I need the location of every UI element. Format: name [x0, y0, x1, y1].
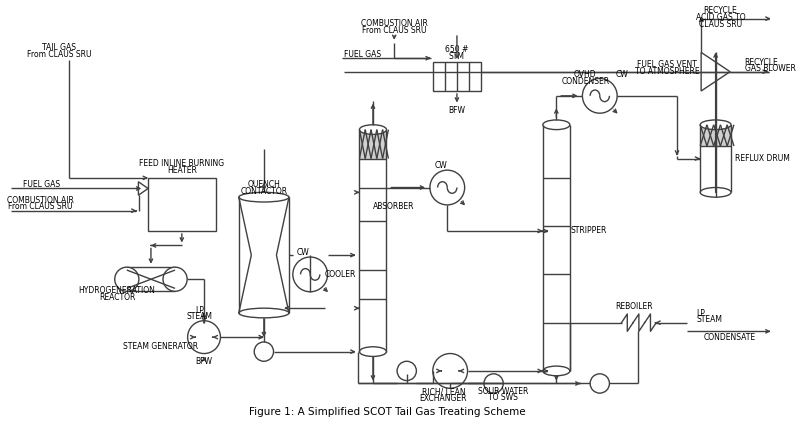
- Ellipse shape: [163, 267, 187, 291]
- Ellipse shape: [238, 308, 289, 318]
- Text: 650 #: 650 #: [446, 45, 469, 54]
- Text: CW: CW: [434, 161, 447, 170]
- Text: GAS BLOWER: GAS BLOWER: [745, 64, 795, 73]
- Text: FEED INLINE BURNING: FEED INLINE BURNING: [139, 159, 224, 168]
- Text: RICH/ LEAN: RICH/ LEAN: [422, 388, 466, 396]
- Text: RECYCLE: RECYCLE: [745, 58, 778, 67]
- Text: HYDROGENERATION: HYDROGENERATION: [78, 286, 155, 295]
- Bar: [433, 62, 481, 91]
- Polygon shape: [701, 52, 730, 91]
- Text: CONDENSATE: CONDENSATE: [704, 333, 756, 342]
- Text: STEAM GENERATOR: STEAM GENERATOR: [123, 342, 198, 351]
- Text: LP: LP: [696, 308, 705, 317]
- Bar: [359, 129, 386, 159]
- Text: RECYCLE: RECYCLE: [703, 6, 738, 15]
- Text: STEAM: STEAM: [696, 315, 722, 324]
- Text: COOLER: COOLER: [325, 270, 356, 279]
- Ellipse shape: [700, 120, 731, 129]
- Text: FUEL GAS: FUEL GAS: [344, 50, 381, 59]
- Text: HEATER: HEATER: [167, 166, 197, 175]
- Bar: [148, 178, 216, 231]
- Circle shape: [254, 342, 274, 361]
- Text: From CLAUS SRU: From CLAUS SRU: [8, 203, 72, 211]
- Text: EXCHANGER: EXCHANGER: [420, 394, 467, 403]
- Text: Figure 1: A Simplified SCOT Tail Gas Treating Scheme: Figure 1: A Simplified SCOT Tail Gas Tre…: [249, 408, 526, 418]
- Text: ABSORBER: ABSORBER: [373, 203, 414, 211]
- Text: OVHD: OVHD: [574, 70, 597, 79]
- Text: BFW: BFW: [195, 357, 213, 366]
- Circle shape: [430, 170, 465, 205]
- Text: REFLUX DRUM: REFLUX DRUM: [735, 154, 790, 163]
- Text: CONDENSER: CONDENSER: [562, 77, 610, 86]
- Text: TO SWS: TO SWS: [488, 393, 518, 402]
- Text: BFW: BFW: [449, 106, 466, 115]
- Ellipse shape: [543, 120, 570, 129]
- Text: CW: CW: [297, 248, 310, 257]
- Circle shape: [397, 361, 416, 381]
- Circle shape: [188, 321, 221, 353]
- Circle shape: [293, 257, 327, 292]
- Bar: [127, 267, 175, 291]
- Ellipse shape: [114, 267, 139, 291]
- Polygon shape: [138, 182, 148, 195]
- Ellipse shape: [700, 187, 731, 197]
- Text: STEAM: STEAM: [186, 312, 212, 321]
- Circle shape: [433, 353, 467, 388]
- Ellipse shape: [238, 192, 289, 202]
- Text: From CLAUS SRU: From CLAUS SRU: [362, 26, 426, 35]
- Text: TO ATMOSPHERE: TO ATMOSPHERE: [635, 67, 700, 76]
- Text: CW: CW: [616, 70, 628, 79]
- Text: ACID GAS TO: ACID GAS TO: [696, 13, 746, 22]
- Text: REACTOR: REACTOR: [99, 293, 135, 302]
- Text: CLAUS SRU: CLAUS SRU: [699, 20, 742, 29]
- Circle shape: [484, 374, 503, 393]
- Text: LP: LP: [194, 306, 204, 315]
- Text: STRIPPER: STRIPPER: [571, 227, 607, 236]
- Text: CONTACTOR: CONTACTOR: [240, 187, 287, 196]
- Text: STM: STM: [449, 52, 465, 61]
- Text: REBOILER: REBOILER: [614, 302, 652, 311]
- Ellipse shape: [359, 125, 386, 135]
- Text: From CLAUS SRU: From CLAUS SRU: [27, 50, 91, 59]
- Text: COMBUSTION AIR: COMBUSTION AIR: [361, 19, 428, 28]
- Text: QUENCH: QUENCH: [247, 180, 280, 189]
- Circle shape: [590, 374, 610, 393]
- Text: SOUR WATER: SOUR WATER: [478, 387, 529, 396]
- Text: COMBUSTION AIR: COMBUSTION AIR: [6, 196, 74, 205]
- Text: TAIL GAS: TAIL GAS: [42, 43, 76, 52]
- Ellipse shape: [543, 366, 570, 376]
- Text: FUEL GAS: FUEL GAS: [22, 180, 60, 189]
- Circle shape: [582, 78, 617, 113]
- Text: FUEL GAS VENT: FUEL GAS VENT: [638, 61, 698, 69]
- Ellipse shape: [359, 347, 386, 356]
- Bar: [700, 125, 731, 146]
